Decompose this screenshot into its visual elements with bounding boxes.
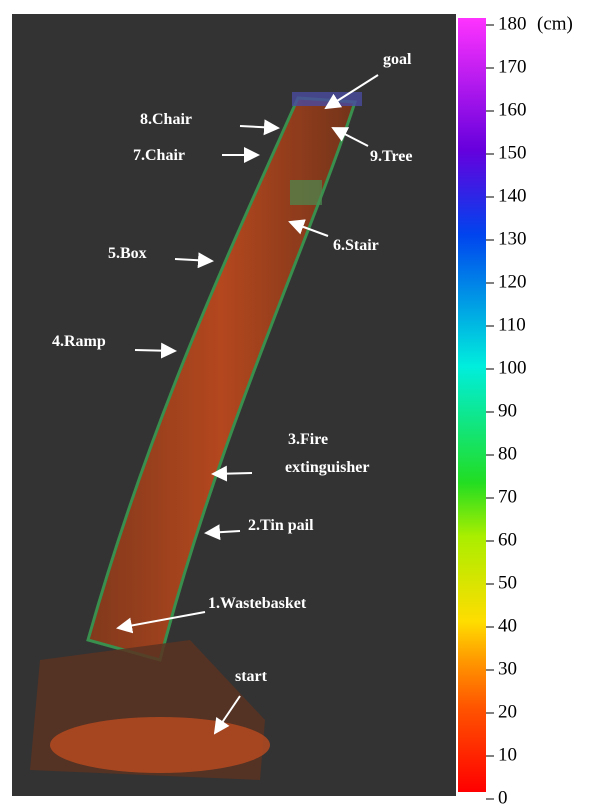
tick-label: 70: [498, 486, 517, 507]
label: 4.Ramp: [52, 333, 106, 350]
label: start: [235, 668, 268, 685]
tick-label: 100: [498, 357, 527, 378]
label: 8.Chair: [140, 111, 192, 128]
tick-label: 20: [498, 701, 517, 722]
label: extinguisher: [285, 459, 369, 476]
tick-label: 130: [498, 228, 527, 249]
tick-label: 0: [498, 787, 508, 808]
tick-label: 150: [498, 142, 527, 163]
arrow: [135, 350, 175, 351]
tick-label: 90: [498, 400, 517, 421]
tick-label: 80: [498, 443, 517, 464]
label: 2.Tin pail: [248, 517, 314, 534]
label: 1.Wastebasket: [208, 595, 307, 612]
tick-label: 10: [498, 744, 517, 765]
figure: goal 8.Chair 9.Tree 7.Chair 6.Stair 5.Bo…: [0, 0, 592, 810]
label: 5.Box: [108, 245, 147, 262]
arrow: [213, 473, 252, 474]
label: goal: [383, 51, 412, 68]
tick-label: 140: [498, 185, 527, 206]
label: 9.Tree: [370, 148, 413, 165]
tick-label: 40: [498, 615, 517, 636]
colorbar-unit: (cm): [537, 13, 573, 34]
tick-label: 170: [498, 56, 527, 77]
label: 6.Stair: [333, 237, 379, 254]
tick-label: 60: [498, 529, 517, 550]
tick-label: 30: [498, 658, 517, 679]
tick-label: 110: [498, 314, 526, 335]
tick-label: 180: [498, 13, 527, 34]
tick-label: 120: [498, 271, 527, 292]
colorbar: [458, 18, 486, 792]
label: 3.Fire: [288, 431, 328, 448]
label: 7.Chair: [133, 147, 185, 164]
tick-label: 50: [498, 572, 517, 593]
tick-label: 160: [498, 99, 527, 120]
